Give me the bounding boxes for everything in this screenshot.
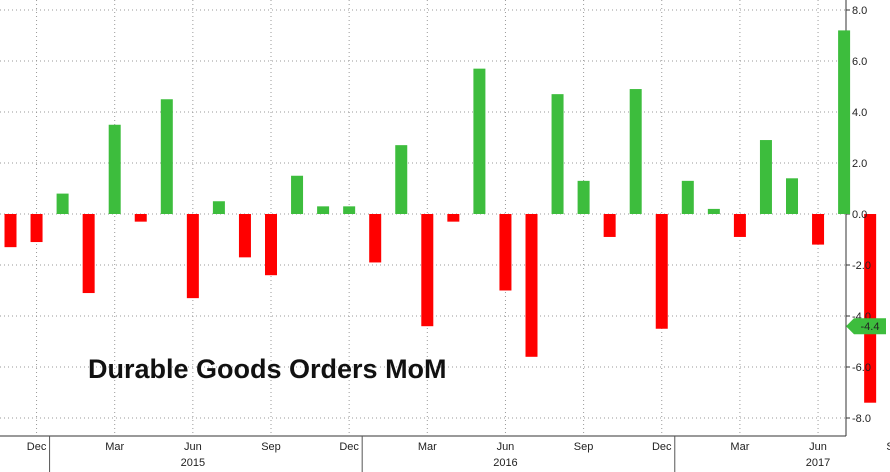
- bar: [160, 99, 173, 214]
- bar: [265, 214, 277, 276]
- year-label: 2017: [806, 457, 830, 469]
- bar: [343, 206, 356, 214]
- bar: [108, 124, 121, 214]
- y-tick-label: 4.0: [852, 107, 867, 119]
- bar: [577, 180, 590, 214]
- y-tick-label: 8.0: [852, 5, 867, 17]
- bar: [395, 145, 408, 214]
- bar: [473, 68, 486, 215]
- y-tick-label: -8.0: [852, 413, 871, 425]
- bar: [733, 214, 746, 237]
- bar: [186, 214, 199, 299]
- bar: [238, 214, 251, 258]
- x-tick-label: Sep: [574, 441, 594, 453]
- year-label: 2016: [493, 457, 517, 469]
- last-value-label: -4.4: [861, 321, 880, 333]
- x-tick-label: Dec: [27, 441, 47, 453]
- x-tick-label: Mar: [418, 441, 437, 453]
- bar: [447, 214, 460, 222]
- x-tick-label: Sep: [261, 441, 281, 453]
- bar: [317, 206, 330, 214]
- x-tick-label: Mar: [730, 441, 749, 453]
- bar: [4, 214, 17, 248]
- bar: [629, 89, 642, 214]
- bar: [864, 214, 877, 403]
- y-tick-label: 2.0: [852, 158, 867, 170]
- x-tick-label: Jun: [184, 441, 202, 453]
- x-tick-label: Dec: [339, 441, 359, 453]
- bar: [759, 140, 772, 214]
- bar: [56, 193, 69, 214]
- bar: [525, 214, 538, 357]
- bar: [707, 208, 720, 214]
- bar: [499, 214, 512, 291]
- bar: [655, 214, 668, 329]
- bar: [212, 201, 225, 214]
- y-tick-label: -2.0: [852, 260, 871, 272]
- x-tick-label: Jun: [809, 441, 827, 453]
- x-tick-label: Dec: [652, 441, 672, 453]
- bar: [603, 214, 616, 237]
- y-tick-label: 0.0: [852, 209, 867, 221]
- bar: [134, 214, 147, 222]
- bar: [812, 214, 825, 245]
- x-tick-label: Jun: [497, 441, 515, 453]
- bar: [681, 180, 694, 214]
- bar: [369, 214, 382, 263]
- x-tick-label: Mar: [105, 441, 124, 453]
- y-tick-label: -6.0: [852, 362, 871, 374]
- last-value-badge: [846, 318, 886, 335]
- bar: [30, 214, 43, 243]
- bar: [82, 214, 95, 294]
- bar: [421, 214, 434, 327]
- year-label: 2015: [181, 457, 205, 469]
- bar: [786, 178, 798, 214]
- y-tick-label: 6.0: [852, 56, 867, 68]
- bar: [838, 30, 851, 215]
- bar: [291, 175, 304, 214]
- chart-title: Durable Goods Orders MoM: [88, 354, 447, 384]
- bars: [4, 30, 877, 403]
- x-tick-label: Sep: [886, 441, 890, 453]
- bar: [551, 94, 564, 214]
- gridlines: [0, 0, 846, 436]
